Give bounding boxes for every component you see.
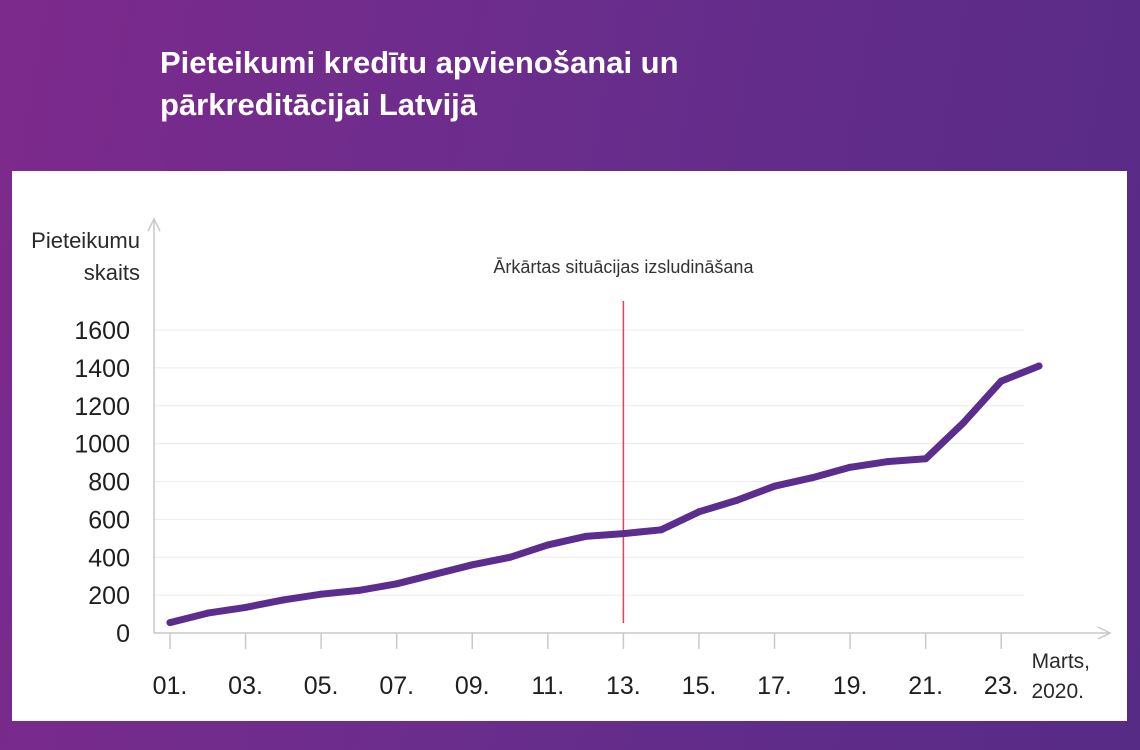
y-tick-label: 1400: [74, 355, 130, 383]
grid-lines: [154, 329, 1024, 596]
data-point: [242, 603, 250, 611]
data-point: [393, 580, 401, 588]
x-tick-label: 09.: [455, 672, 490, 700]
title-line-1: Pieteikumi kredītu apvienošanai un: [160, 45, 679, 80]
data-point: [733, 496, 741, 504]
x-axis-label-line-1: Marts,: [1032, 650, 1090, 673]
data-point: [166, 619, 174, 627]
title-line-2: pārkreditācijai Latvijā: [160, 87, 478, 122]
x-tick-label: 03.: [228, 672, 263, 700]
x-tick-label: 01.: [153, 672, 188, 700]
x-tick-labels: 01. 03. 05. 07. 09. 11. 13. 15. 17. 19. 21. 23.: [153, 633, 1019, 700]
data-point: [355, 586, 363, 594]
x-tick-label: 23.: [984, 672, 1019, 700]
data-point: [846, 463, 854, 471]
y-tick-label: 800: [88, 469, 130, 497]
chart-panel: Pieteikumu skaits Marts, 2020. 0 200 400 60…: [12, 171, 1127, 721]
event-annotation-label: Ārkārtas situācijas izsludināšana: [493, 257, 754, 277]
y-axis-label-line-1: Pieteikumu: [31, 228, 140, 253]
data-point: [997, 377, 1005, 385]
data-point: [808, 474, 816, 482]
x-tick-label: 05.: [304, 672, 339, 700]
y-tick-label: 1000: [74, 431, 130, 459]
data-point: [619, 530, 627, 538]
data-point: [430, 570, 438, 578]
data-point: [884, 458, 892, 466]
data-point: [279, 596, 287, 604]
data-point: [544, 541, 552, 549]
x-tick-label: 21.: [908, 672, 943, 700]
data-point: [922, 455, 930, 463]
data-point: [317, 590, 325, 598]
x-tick-label: 17.: [757, 672, 792, 700]
data-point: [771, 482, 779, 490]
x-axis-arrow: [1097, 626, 1112, 640]
x-tick-label: 07.: [379, 672, 414, 700]
y-axis-arrow: [147, 217, 161, 232]
data-point: [468, 561, 476, 569]
x-tick-label: 19.: [833, 672, 868, 700]
data-point: [204, 609, 212, 617]
y-tick-labels: 0 200 400 600 800 1000 1200 1400 1600: [74, 317, 130, 648]
y-axis-label-line-2: skaits: [84, 260, 140, 285]
y-tick-label: 0: [116, 620, 130, 648]
y-tick-label: 1600: [74, 317, 130, 345]
data-point: [657, 526, 665, 534]
page-title: Pieteikumi kredītu apvienošanai un pārkr…: [160, 42, 860, 126]
data-point: [506, 553, 514, 561]
y-tick-label: 1200: [74, 393, 130, 421]
y-tick-label: 200: [88, 582, 130, 610]
data-point: [582, 532, 590, 540]
data-points: [166, 362, 1043, 627]
data-point: [1035, 362, 1043, 370]
line-chart: Pieteikumu skaits Marts, 2020. 0 200 400 60…: [31, 217, 1112, 703]
x-axis-label-line-2: 2020.: [1031, 680, 1084, 703]
y-tick-label: 600: [88, 506, 130, 534]
data-point: [959, 419, 967, 427]
y-tick-label: 400: [88, 544, 130, 572]
data-point: [695, 508, 703, 516]
x-tick-label: 11.: [531, 672, 564, 700]
series-line: [166, 362, 1043, 627]
x-tick-label: 15.: [682, 672, 717, 700]
x-tick-label: 13.: [606, 672, 641, 700]
